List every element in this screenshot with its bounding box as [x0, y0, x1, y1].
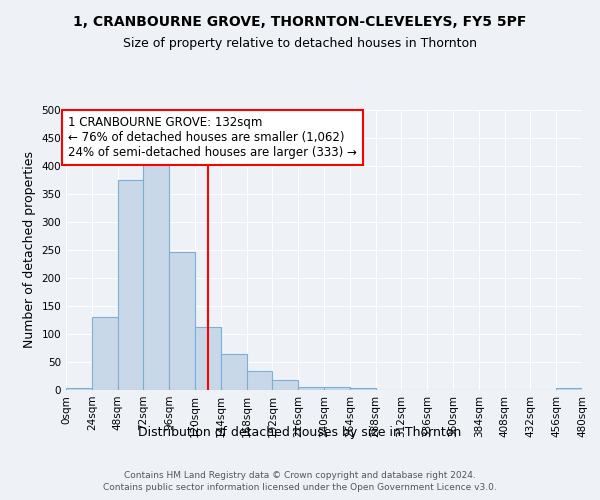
Text: Contains HM Land Registry data © Crown copyright and database right 2024.: Contains HM Land Registry data © Crown c…: [124, 470, 476, 480]
Bar: [195, 328, 221, 390]
Text: Contains public sector information licensed under the Open Government Licence v3: Contains public sector information licen…: [103, 483, 497, 492]
Bar: [118, 180, 143, 390]
Text: Distribution of detached houses by size in Thornton: Distribution of detached houses by size …: [139, 426, 461, 439]
Bar: [221, 354, 247, 390]
Bar: [169, 252, 195, 390]
Bar: [556, 388, 582, 390]
Bar: [272, 380, 298, 390]
Text: Size of property relative to detached houses in Thornton: Size of property relative to detached ho…: [123, 38, 477, 51]
Bar: [350, 388, 376, 390]
Bar: [66, 388, 92, 390]
Bar: [143, 158, 169, 390]
Bar: [324, 387, 350, 390]
Bar: [247, 371, 272, 390]
Text: 1, CRANBOURNE GROVE, THORNTON-CLEVELEYS, FY5 5PF: 1, CRANBOURNE GROVE, THORNTON-CLEVELEYS,…: [73, 15, 527, 29]
Bar: [92, 317, 118, 390]
Y-axis label: Number of detached properties: Number of detached properties: [23, 152, 36, 348]
Text: 1 CRANBOURNE GROVE: 132sqm
← 76% of detached houses are smaller (1,062)
24% of s: 1 CRANBOURNE GROVE: 132sqm ← 76% of deta…: [68, 116, 357, 158]
Bar: [298, 387, 324, 390]
